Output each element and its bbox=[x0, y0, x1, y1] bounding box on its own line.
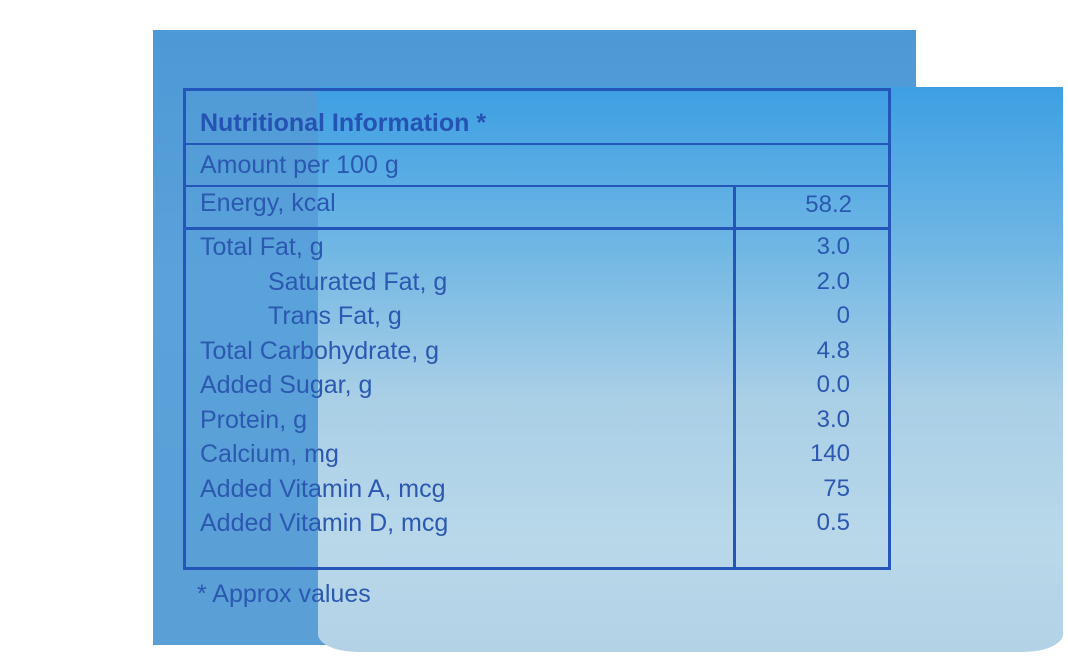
nutrient-row-total-fat: Total Fat, g 3.0 bbox=[186, 231, 888, 266]
nutrient-label: Protein, g bbox=[200, 405, 308, 434]
nutrient-row-carbohydrate: Total Carbohydrate, g 4.8 bbox=[186, 335, 888, 370]
title-row: Nutritional Information * bbox=[186, 91, 888, 145]
nutrient-label: Added Sugar, g bbox=[200, 371, 373, 399]
nutrient-label: Total Carbohydrate, g bbox=[200, 336, 440, 365]
nutrient-value: 4.8 bbox=[816, 336, 850, 364]
nutrient-row-vitamin-d: Added Vitamin D, mcg 0.5 bbox=[186, 507, 888, 542]
nutrient-label: Trans Fat, g bbox=[268, 302, 402, 330]
nutrient-value: 0.0 bbox=[816, 371, 850, 398]
nutrient-row-calcium: Calcium, mg 140 bbox=[186, 438, 888, 473]
nutrition-table: Nutritional Information * Amount per 100… bbox=[183, 88, 891, 570]
nutrient-label: Added Vitamin D, mcg bbox=[200, 509, 449, 537]
nutrient-value: 0 bbox=[836, 302, 850, 329]
serving-size: Amount per 100 g bbox=[200, 151, 399, 179]
nutrient-row-vitamin-a: Added Vitamin A, mcg 75 bbox=[186, 473, 888, 508]
nutrient-row-protein: Protein, g 3.0 bbox=[186, 404, 888, 439]
energy-row: Energy, kcal 58.2 bbox=[186, 185, 888, 230]
label-sheet bbox=[318, 87, 1063, 652]
nutrient-value: 0.5 bbox=[816, 509, 850, 536]
nutrient-value: 75 bbox=[823, 474, 850, 502]
nutrient-row-trans-fat: Trans Fat, g 0 bbox=[186, 300, 888, 335]
nutrient-row-added-sugar: Added Sugar, g 0.0 bbox=[186, 369, 888, 404]
nutrient-value: 3.0 bbox=[816, 405, 850, 433]
serving-row: Amount per 100 g bbox=[186, 143, 888, 187]
nutrient-list: Total Fat, g 3.0 Saturated Fat, g 2.0 Tr… bbox=[186, 231, 888, 542]
nutrient-value: 2.0 bbox=[816, 267, 850, 295]
footnote: * Approx values bbox=[197, 580, 371, 608]
nutrient-label: Added Vitamin A, mcg bbox=[200, 474, 446, 503]
nutrient-label: Total Fat, g bbox=[200, 233, 324, 261]
nutrient-value: 140 bbox=[809, 440, 850, 467]
energy-label: Energy, kcal bbox=[200, 189, 336, 217]
table-title: Nutritional Information * bbox=[200, 109, 487, 137]
nutrient-label: Saturated Fat, g bbox=[268, 267, 448, 296]
product-photo bbox=[153, 30, 1063, 652]
energy-value: 58.2 bbox=[805, 191, 852, 218]
nutrient-row-saturated-fat: Saturated Fat, g 2.0 bbox=[186, 266, 888, 301]
nutrient-label: Calcium, mg bbox=[200, 440, 339, 468]
column-divider bbox=[733, 185, 736, 567]
nutrient-value: 3.0 bbox=[816, 233, 850, 260]
